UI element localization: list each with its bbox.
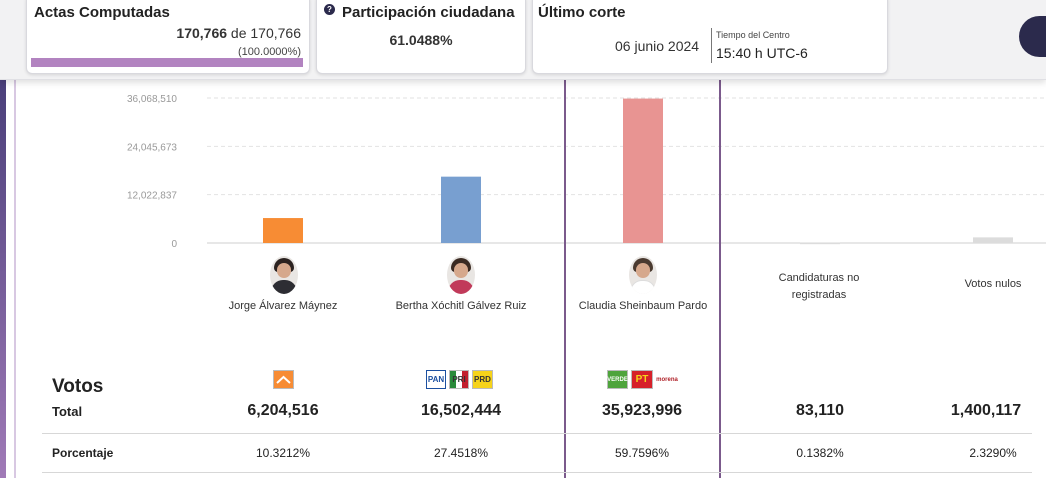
total-galvez: 16,502,444 [420,402,502,419]
menu-toggle-button[interactable] [1019,16,1046,57]
candidate-name-maynez[interactable]: Jorge Álvarez Máynez [228,300,338,312]
corte-divider [711,28,712,63]
y-tick-label: 12,022,837 [127,191,177,202]
total-no-registradas: 83,110 [795,402,845,419]
corte-title: Último corte [538,4,626,21]
actas-percent: (100.0000%) [238,46,301,58]
y-tick-label: 24,045,673 [127,142,177,153]
actas-title: Actas Computadas [34,4,170,21]
participacion-value: 61.0488% [389,32,453,48]
corte-date: 06 junio 2024 [615,38,700,54]
candidate-photo-maynez [270,256,298,294]
percent-maynez: 10.3212% [255,446,311,460]
corte-time: 15:40 h UTC-6 [716,45,808,61]
info-icon[interactable]: ? [324,4,335,15]
total-label: Total [52,404,83,419]
bar-4[interactable] [973,237,1013,243]
total-sheinbaum: 35,923,996 [601,402,683,419]
total-maynez: 6,204,516 [247,402,319,419]
pt-logo: PT [631,370,653,389]
votos-heading: Votos [52,376,104,397]
percent-galvez: 27.4518% [433,446,489,460]
table-row-divider [42,472,1032,473]
movimiento-ciudadano-logo [273,370,294,389]
percent-sheinbaum: 59.7596% [614,446,670,460]
candidate-photo-sheinbaum [629,256,657,294]
percent-votos-nulos: 2.3290% [969,446,1017,460]
bar-0[interactable] [263,218,303,243]
ultimo-corte-card: Último corte 06 junio 2024 Tiempo del Ce… [532,0,888,74]
actas-computadas-card: Actas Computadas 170,766 de 170,766 (100… [26,0,310,74]
actas-connector: de [227,25,251,41]
corte-tz-label: Tiempo del Centro [716,30,790,40]
y-tick-label: 36,068,510 [127,94,177,105]
pan-logo: PAN [426,370,446,389]
y-tick-label: 0 [171,239,177,250]
candidate-photo-galvez [447,256,475,294]
pri-logo: PRI [449,370,469,389]
participacion-card: ? Participación ciudadana 61.0488% [316,0,526,74]
bar-3[interactable] [800,242,840,245]
morena-logo: morena [656,370,678,389]
left-accent-bar [0,80,6,478]
votos-nulos-label: Votos nulos [964,278,1022,290]
summary-header: Actas Computadas 170,766 de 170,766 (100… [0,0,1046,80]
total-votos-nulos: 1,400,117 [950,402,1022,419]
prd-logo: PRD [472,370,493,389]
party-logos-maynez [273,370,294,390]
candidate-name-galvez[interactable]: Bertha Xóchitl Gálvez Ruiz [395,300,527,312]
party-logos-sheinbaum: VERDE PT morena [607,370,678,390]
porcentaje-label: Porcentaje [52,446,114,460]
selected-column-left-border [564,80,566,478]
bar-1[interactable] [441,176,481,243]
actas-computed: 170,766 [176,25,228,41]
party-logos-galvez: PAN PRI PRD [426,370,493,390]
candidate-name-sheinbaum[interactable]: Claudia Sheinbaum Pardo [578,300,708,312]
bar-2[interactable] [623,98,663,243]
participacion-title: Participación ciudadana [342,4,515,21]
table-row-divider [42,433,1032,434]
percent-no-registradas: 0.1382% [796,446,844,460]
verde-logo: VERDE [607,370,628,389]
actas-progress-bar [31,58,303,67]
actas-total: 170,766 [250,25,301,41]
selected-column-right-border [719,80,721,478]
left-accent-line [14,80,16,478]
no-registradas-label: Candidaturas no registradas [778,272,860,301]
actas-count: 170,766 de 170,766 [176,25,301,41]
